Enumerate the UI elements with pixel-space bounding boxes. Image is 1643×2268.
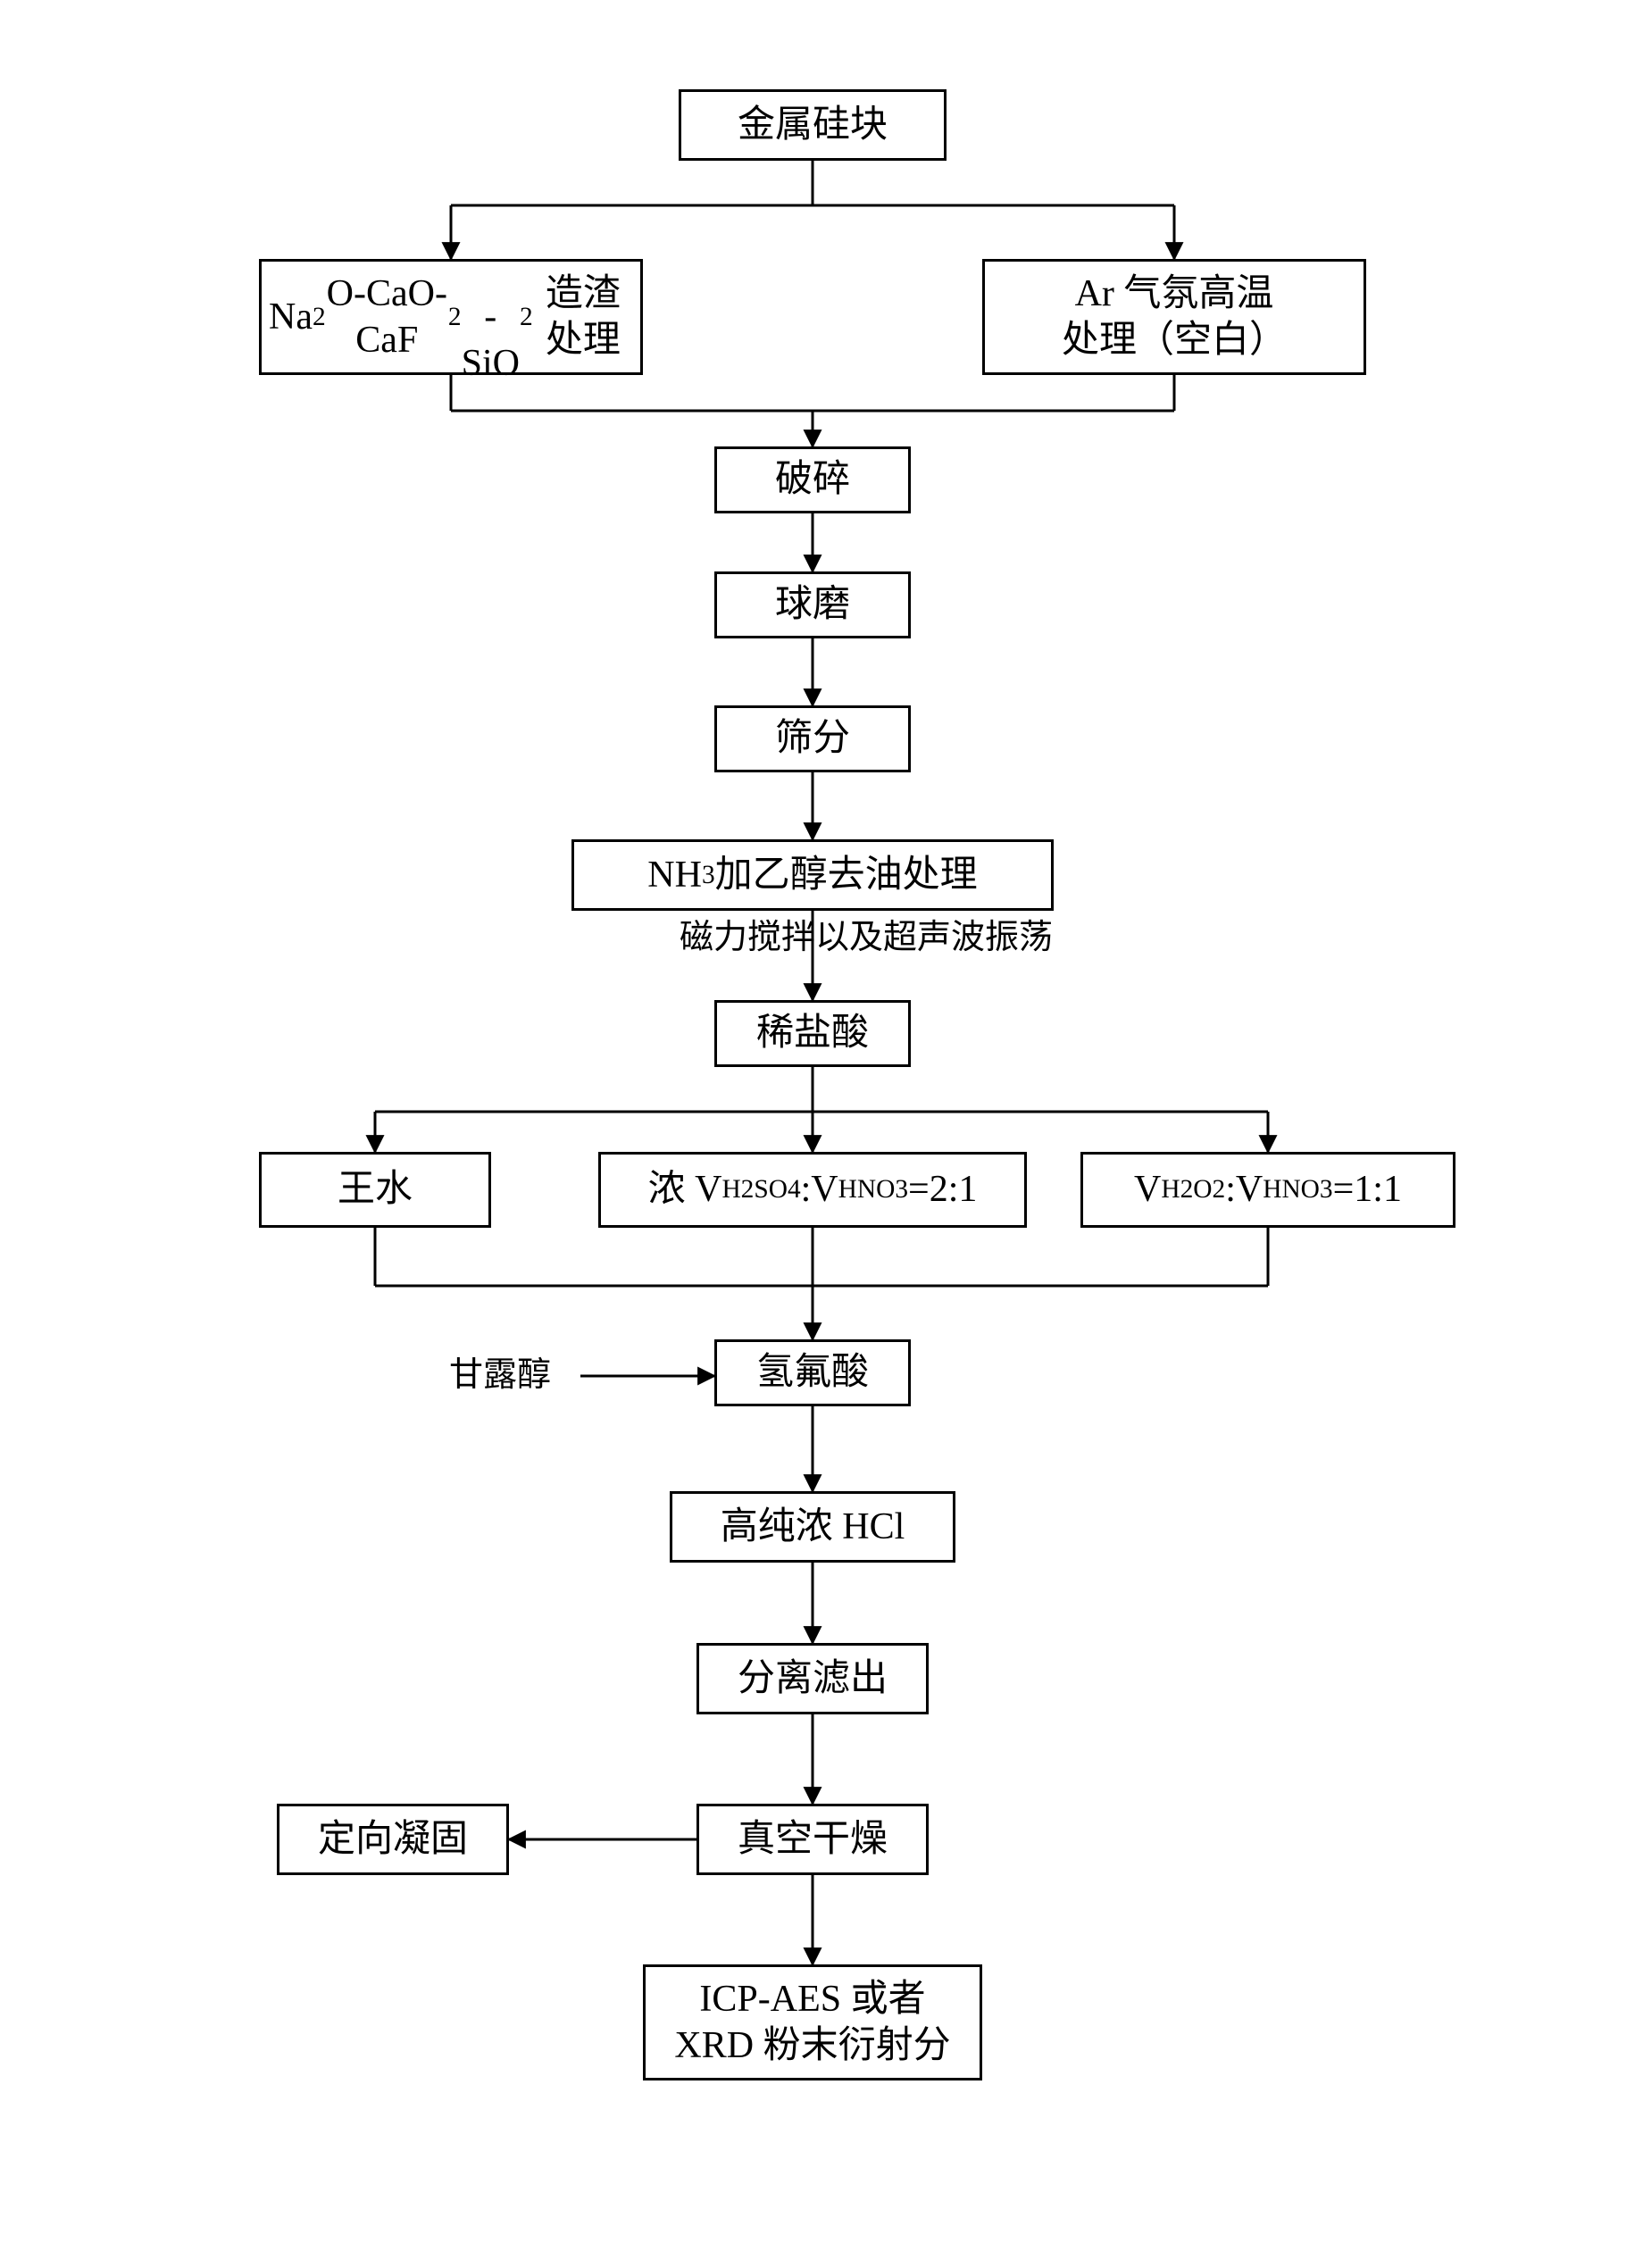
node-text: 氢氟酸	[756, 1349, 869, 1397]
node-text: 分离滤出	[738, 1655, 888, 1703]
node-n_hcl_d: 稀盐酸	[714, 1000, 911, 1067]
label-l_stir: 磁力搅拌以及超声波振荡	[616, 918, 1116, 959]
node-text: 高纯浓 HCl	[721, 1504, 905, 1551]
node-n_sieve: 筛分	[714, 705, 911, 772]
node-n_dry: 真空干燥	[696, 1804, 929, 1875]
node-n_top: 金属硅块	[679, 89, 947, 161]
node-n_nh3: NH3 加乙醇去油处理	[571, 839, 1054, 911]
node-text: 定向凝固	[318, 1816, 468, 1864]
node-text: 筛分	[775, 715, 850, 763]
node-n_ball: 球磨	[714, 571, 911, 638]
node-n_left: Na2O-CaO-CaF2-SiO2 造渣处理	[259, 259, 643, 375]
node-n_hf: 氢氟酸	[714, 1339, 911, 1406]
node-text: 球磨	[775, 581, 850, 629]
node-text: Ar 气氛高温 处理（空白）	[1062, 271, 1287, 364]
node-text: 王水	[338, 1166, 413, 1213]
flowchart-edges	[0, 0, 1643, 2268]
label-l_mannitol: 甘露醇	[420, 1355, 580, 1397]
node-n_solid: 定向凝固	[277, 1804, 509, 1875]
node-n_aqua: 王水	[259, 1152, 491, 1228]
node-text: 真空干燥	[738, 1816, 888, 1864]
node-text: 金属硅块	[738, 102, 888, 149]
node-text: 破碎	[775, 456, 850, 504]
node-text: 稀盐酸	[756, 1010, 869, 1057]
node-text: ICP-AES 或者 XRD 粉末衍射分	[674, 1976, 950, 2070]
node-n_icp: ICP-AES 或者 XRD 粉末衍射分	[643, 1964, 982, 2080]
node-n_hcl_p: 高纯浓 HCl	[670, 1491, 955, 1563]
node-n_h2so4: 浓 VH2SO4:VHNO3=2:1	[598, 1152, 1027, 1228]
node-n_crush: 破碎	[714, 446, 911, 513]
node-n_h2o2: VH2O2:VHNO3=1:1	[1080, 1152, 1455, 1228]
node-n_right: Ar 气氛高温 处理（空白）	[982, 259, 1366, 375]
node-n_filter: 分离滤出	[696, 1643, 929, 1714]
